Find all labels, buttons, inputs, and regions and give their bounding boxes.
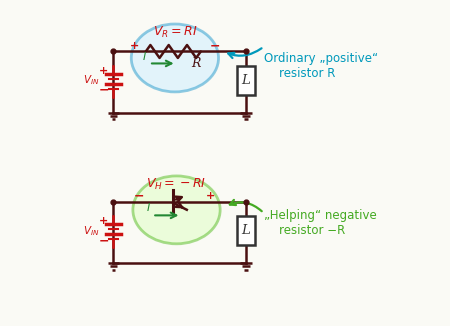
Text: −: − [99,234,109,247]
Text: $V_{IN}$: $V_{IN}$ [83,224,99,238]
Text: +: + [99,66,108,76]
Text: R: R [191,57,201,70]
Text: −: − [134,189,144,202]
Text: +: + [130,41,139,51]
Text: +: + [206,191,215,201]
Text: $I$: $I$ [146,201,151,214]
Ellipse shape [131,24,219,92]
Text: $V_H = -RI$: $V_H = -RI$ [146,176,207,192]
Text: L: L [242,224,250,237]
Text: Ordinary „positive“
    resistor R: Ordinary „positive“ resistor R [264,52,378,80]
Text: „Helping“ negative
    resistor −R: „Helping“ negative resistor −R [264,209,377,237]
Text: −: − [99,84,109,97]
Text: +: + [99,216,108,226]
Text: $V_R = RI$: $V_R = RI$ [153,24,197,40]
Text: L: L [242,74,250,87]
Text: $V_{IN}$: $V_{IN}$ [83,74,99,87]
Text: $I$: $I$ [143,50,148,62]
Ellipse shape [133,176,220,244]
Bar [237,66,255,95]
Bar [237,216,255,245]
Text: −: − [210,39,220,52]
